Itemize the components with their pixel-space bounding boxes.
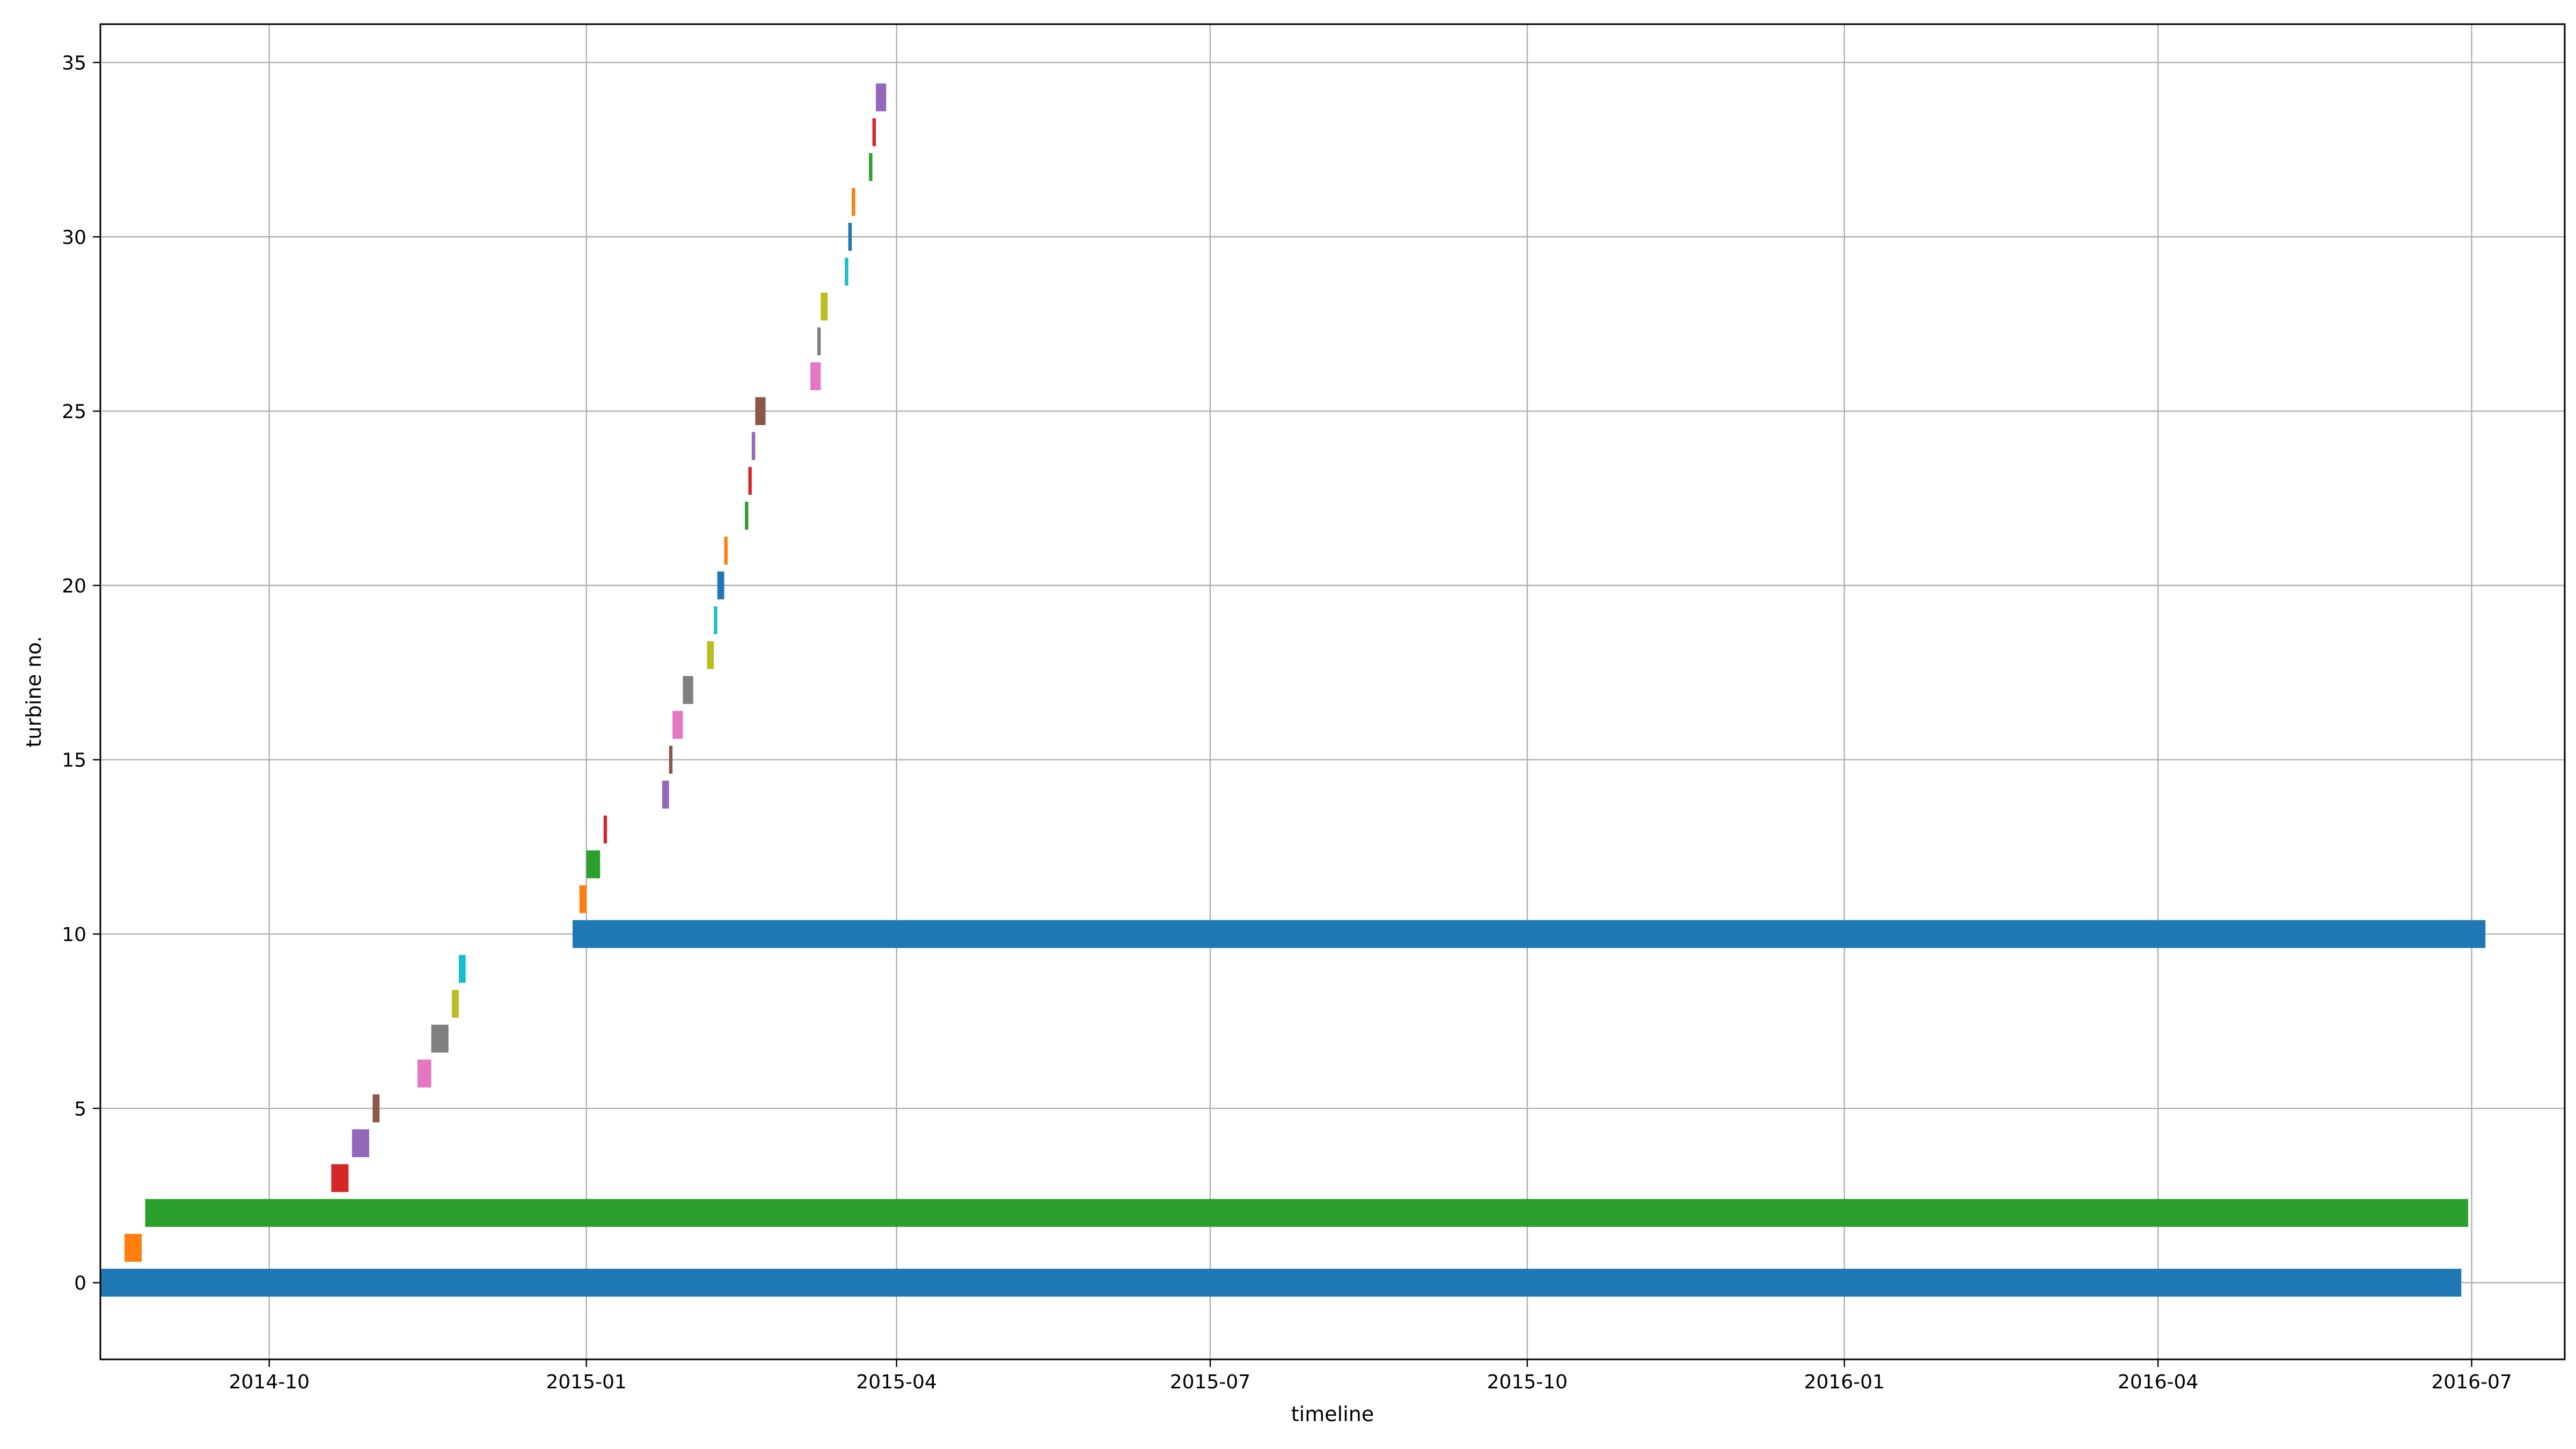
y-tick-label: 15: [62, 750, 86, 772]
turbine-bar-24: [751, 432, 756, 460]
turbine-bar-26: [810, 362, 821, 391]
x-tick-label: 2015-07: [1170, 1371, 1250, 1393]
x-tick-label: 2016-01: [1804, 1371, 1885, 1393]
turbine-bar-6: [417, 1059, 431, 1088]
turbine-bar-33: [872, 118, 876, 147]
turbine-bar-17: [683, 676, 693, 704]
turbine-bar-0: [100, 1269, 2462, 1297]
turbine-bar-11: [579, 885, 587, 913]
y-tick-label: 25: [62, 401, 86, 423]
turbine-bar-13: [603, 815, 608, 844]
x-tick-label: 2016-07: [2431, 1371, 2512, 1393]
turbine-bar-5: [372, 1094, 380, 1123]
turbine-bar-25: [755, 397, 766, 426]
x-tick-label: 2016-04: [2118, 1371, 2198, 1393]
x-tick-label: 2014-10: [229, 1371, 309, 1393]
turbine-bar-19: [714, 606, 718, 634]
y-tick-label: 35: [62, 52, 86, 74]
x-tick-label: 2015-01: [546, 1371, 626, 1393]
y-tick-label: 0: [74, 1272, 86, 1294]
turbine-bar-22: [744, 501, 749, 530]
turbine-bar-10: [572, 920, 2486, 948]
turbine-bar-16: [672, 711, 683, 739]
timeline-bars: [100, 83, 2486, 1297]
turbine-bar-2: [145, 1199, 2469, 1227]
turbine-bar-4: [352, 1129, 369, 1158]
y-tick-label: 20: [62, 575, 86, 597]
turbine-bar-1: [124, 1234, 142, 1262]
turbine-bar-3: [331, 1164, 349, 1192]
y-tick-label: 10: [62, 924, 86, 946]
turbine-bar-32: [869, 153, 873, 181]
x-tick-label: 2015-10: [1487, 1371, 1568, 1393]
turbine-bar-12: [586, 850, 601, 879]
y-axis-label: turbine no.: [22, 636, 46, 748]
turbine-bar-8: [452, 990, 459, 1018]
x-axis-ticks: 2014-10 2015-01 2015-04 2015-07 2015-10 2016-…: [229, 1359, 2512, 1393]
turbine-bar-28: [821, 292, 828, 321]
turbine-bar-15: [669, 745, 673, 774]
turbine-bar-23: [748, 467, 752, 495]
plot-frame: [99, 23, 2566, 1360]
turbine-bar-18: [707, 641, 714, 669]
turbine-bar-14: [662, 780, 669, 809]
turbine-bar-20: [717, 571, 724, 599]
turbine-bar-31: [852, 188, 855, 216]
turbine-bar-27: [817, 327, 821, 356]
turbine-bar-7: [431, 1024, 449, 1053]
turbine-bar-30: [848, 223, 852, 251]
turbine-bar-29: [845, 258, 848, 286]
y-tick-label: 30: [62, 226, 86, 248]
x-tick-label: 2015-04: [856, 1371, 936, 1393]
y-axis-ticks: 0 5 10 15 20 25 30 35: [62, 52, 100, 1294]
y-tick-label: 5: [74, 1098, 86, 1120]
x-axis-label: timeline: [1291, 1402, 1374, 1426]
grid-lines: [100, 24, 2565, 1359]
turbine-bar-9: [458, 955, 466, 983]
turbine-bar-21: [724, 536, 728, 565]
turbine-bar-34: [876, 83, 887, 112]
